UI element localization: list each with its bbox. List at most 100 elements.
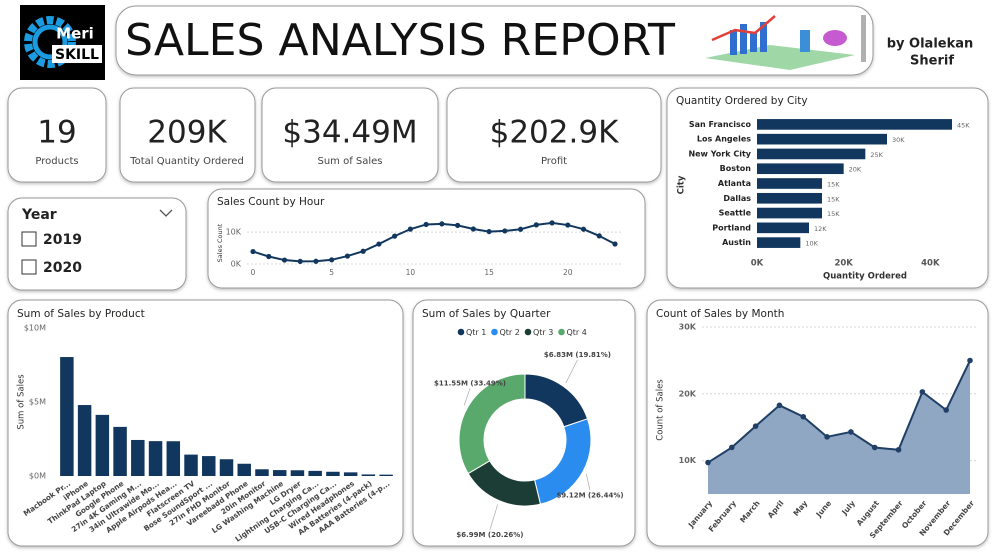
slicer-option[interactable]: 2020 <box>43 260 82 276</box>
y-axis-title: Sales Count <box>216 223 224 262</box>
slicer-title: Year <box>21 207 57 223</box>
title-illustration <box>705 15 866 70</box>
legend-label: Qtr 2 <box>500 328 520 337</box>
point <box>455 222 461 228</box>
bar <box>219 459 234 476</box>
point <box>329 257 335 263</box>
leader-line <box>585 473 591 491</box>
point <box>919 389 926 395</box>
slicer-option[interactable]: 2019 <box>43 232 82 248</box>
x-tick-label: 20K <box>834 259 853 269</box>
point <box>533 222 539 228</box>
illustration-arrow <box>711 15 776 42</box>
bar <box>757 119 952 130</box>
chart-title: Quantity Ordered by City <box>676 95 808 107</box>
y-tick-label: Portland <box>712 223 751 232</box>
slicer-chevron[interactable] <box>159 209 173 217</box>
point <box>943 407 949 413</box>
point <box>423 221 429 228</box>
value-label: 10K <box>805 240 818 248</box>
illustration-bar <box>730 30 737 55</box>
y-tick-label: San Francisco <box>689 120 752 129</box>
kpi-label: Profit <box>541 156 567 167</box>
bar <box>113 426 127 476</box>
bar <box>184 454 198 476</box>
y-axis-title: Sum of Sales <box>17 374 27 430</box>
legend-marker <box>491 328 498 336</box>
point <box>439 221 445 227</box>
y-tick-label: Seattle <box>719 209 752 218</box>
legend-marker <box>558 328 565 336</box>
x-tick-label: 20 <box>563 268 573 277</box>
y-axis-title: City <box>677 175 687 194</box>
donut-slice <box>458 373 526 475</box>
value-label: 25K <box>870 151 883 159</box>
y-tick-label: 10K <box>226 228 242 237</box>
chart-card <box>7 299 404 547</box>
point <box>848 429 854 435</box>
kpi-card <box>119 87 256 183</box>
legend-marker <box>457 328 465 336</box>
bar <box>361 474 376 476</box>
kpi-value: $202.9K <box>490 115 619 151</box>
logo-gear <box>24 16 76 68</box>
logo-gear-inner <box>32 24 68 60</box>
point <box>752 423 759 429</box>
y-axis-title: Count of Sales <box>656 379 666 441</box>
kpi-value: 19 <box>37 115 76 151</box>
kpi-card <box>261 87 439 183</box>
bar <box>290 470 305 476</box>
slicer-card <box>7 197 187 291</box>
x-tick-label: 0 <box>251 268 256 277</box>
point <box>800 413 807 420</box>
bar <box>60 357 74 476</box>
logo-text: SKILL <box>55 47 99 63</box>
point <box>517 226 524 232</box>
point <box>729 444 735 451</box>
value-label: 30K <box>892 136 905 144</box>
bar <box>255 469 269 476</box>
point <box>549 220 555 226</box>
point <box>580 226 587 232</box>
point <box>281 257 288 263</box>
chart-card <box>666 87 989 289</box>
bar <box>237 463 251 476</box>
title-divider <box>861 15 866 62</box>
logo-box <box>52 45 102 63</box>
value-label: 12K <box>814 225 827 233</box>
point <box>705 459 711 466</box>
y-tick-label: Austin <box>722 238 751 247</box>
checkbox[interactable] <box>21 259 37 275</box>
y-tick-label: 0K <box>231 260 242 269</box>
bar <box>757 163 844 175</box>
bar <box>308 470 322 476</box>
point <box>360 248 366 254</box>
checkbox[interactable] <box>21 231 37 247</box>
x-tick-label: 0K <box>751 259 764 269</box>
bar <box>343 472 358 476</box>
illustration-bar <box>740 24 747 54</box>
point <box>297 258 303 264</box>
legend-label: Qtr 1 <box>466 328 486 337</box>
kpi-card <box>446 87 662 183</box>
illustration-bar <box>760 22 767 52</box>
bar <box>757 237 801 248</box>
point <box>502 228 508 234</box>
line <box>707 360 971 464</box>
kpi-label: Sum of Sales <box>317 156 382 167</box>
x-axis-title: Quantity Ordered <box>823 272 907 282</box>
value-label: $9.12M (26.44%) <box>556 491 623 499</box>
area <box>708 360 970 494</box>
point <box>250 248 256 255</box>
x-tick-label: 10 <box>406 268 416 277</box>
value-label: $6.83M (19.81%) <box>544 351 611 359</box>
point <box>824 434 830 440</box>
y-tick-label: $5M <box>29 398 46 407</box>
logo-text: Meri <box>56 25 94 43</box>
bar <box>379 474 393 476</box>
value-label: 45K <box>957 121 970 129</box>
value-label: 15K <box>827 181 840 189</box>
bar <box>148 441 163 476</box>
chart-title: Sales Count by Hour <box>217 196 325 208</box>
